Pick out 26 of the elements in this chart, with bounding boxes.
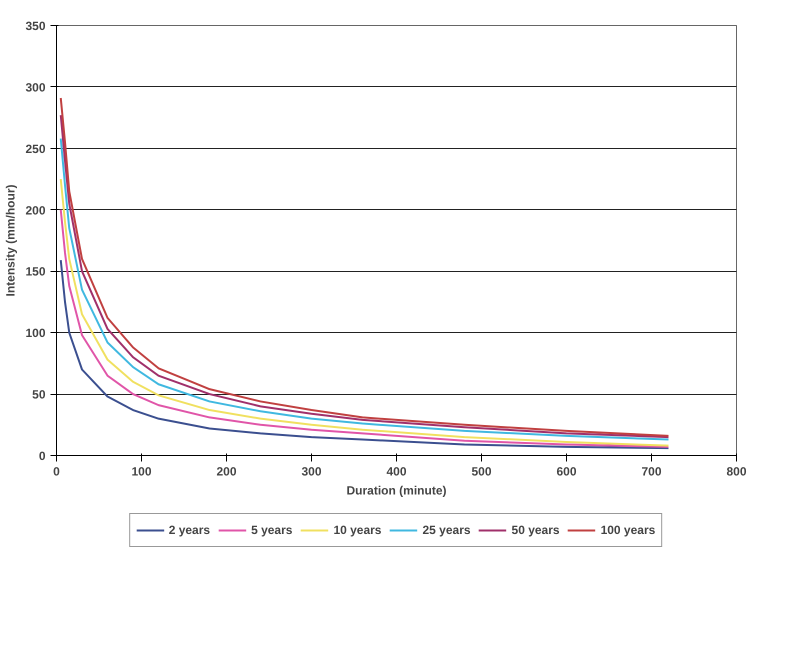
y-tick-label: 100 (25, 326, 46, 340)
legend-label: 100 years (600, 523, 656, 537)
x-tick-label: 200 (216, 464, 237, 478)
x-tick-label: 600 (556, 464, 577, 478)
x-tick-label: 0 (53, 464, 60, 478)
legend-label: 5 years (251, 523, 292, 537)
x-tick-label: 500 (471, 464, 492, 478)
x-tick-label: 400 (386, 464, 407, 478)
x-tick-label: 700 (641, 464, 662, 478)
legend-label: 10 years (333, 523, 382, 537)
y-tick-label: 250 (25, 142, 46, 156)
y-tick-label: 350 (25, 19, 46, 33)
y-tick-label: 200 (25, 203, 46, 218)
x-tick-label: 100 (131, 464, 152, 478)
legend-label: 50 years (512, 523, 560, 537)
y-tick-label: 300 (25, 80, 46, 94)
y-tick-label: 50 (32, 388, 46, 402)
x-axis-title: Duration (minute) (346, 484, 447, 498)
x-tick-label: 300 (301, 464, 322, 478)
y-axis-title: Intensity (mm/hour) (3, 184, 18, 296)
line-series (60, 259, 670, 450)
legend-label: 25 years (422, 523, 471, 537)
y-tick-label: 0 (38, 449, 46, 463)
legend-label: 2 years (168, 523, 210, 537)
y-tick-label: 150 (25, 264, 46, 279)
x-tick-label: 800 (726, 464, 747, 478)
